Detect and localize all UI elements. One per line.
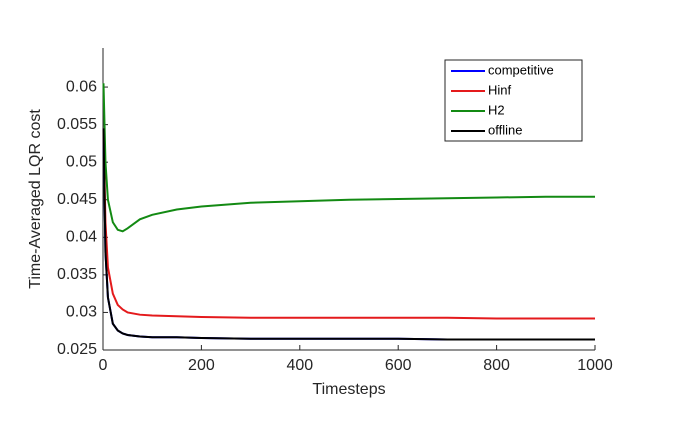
- series-line: [102, 128, 595, 320]
- x-tick-label: 1000: [577, 357, 613, 374]
- x-axis-label: Timesteps: [312, 381, 385, 398]
- legend-label: Hinf: [488, 82, 512, 97]
- y-tick-label: 0.04: [66, 229, 97, 246]
- legend-label: offline: [488, 122, 522, 137]
- x-tick-label: 400: [286, 357, 313, 374]
- y-tick-label: 0.035: [57, 266, 97, 283]
- y-tick-label: 0.055: [57, 116, 97, 133]
- y-tick-label: 0.025: [57, 341, 97, 358]
- y-axis-label: Time-Averaged LQR cost: [27, 109, 44, 289]
- y-tick-label: 0.045: [57, 191, 97, 208]
- y-tick-label: 0.03: [66, 304, 97, 321]
- legend-box: [444, 59, 583, 142]
- legend-label: H2: [488, 102, 505, 117]
- legend: competitive Hinf H2 offline: [444, 59, 583, 142]
- x-tick-label: 0: [99, 357, 108, 374]
- series-line: [102, 128, 595, 341]
- y-tick-label: 0.05: [66, 153, 97, 170]
- x-tick-label: 600: [385, 357, 412, 374]
- series-line: [102, 128, 595, 341]
- x-tick-label: 800: [483, 357, 510, 374]
- series-line: [102, 83, 595, 233]
- legend-label: competitive: [488, 62, 554, 77]
- y-tick-label: 0.06: [66, 78, 97, 95]
- x-tick-label: 200: [188, 357, 215, 374]
